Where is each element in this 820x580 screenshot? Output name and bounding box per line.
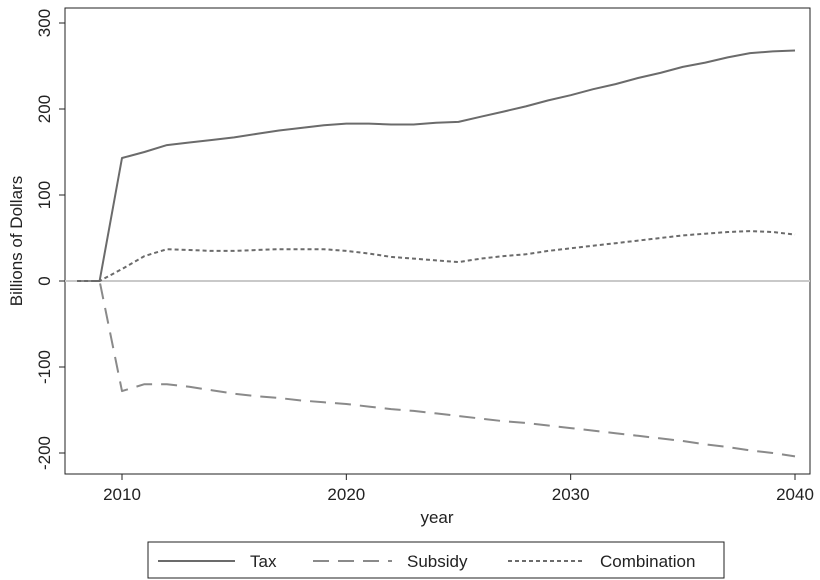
x-tick-label: 2030 xyxy=(552,485,590,504)
x-axis-title: year xyxy=(420,508,453,527)
y-axis: -200 -100 0 100 200 300 xyxy=(35,9,65,470)
y-tick-label: -200 xyxy=(35,436,54,470)
plot-frame xyxy=(64,7,811,475)
legend-label-subsidy: Subsidy xyxy=(407,552,468,571)
legend-label-tax: Tax xyxy=(250,552,277,571)
series-line-combination xyxy=(77,230,796,282)
x-tick-label: 2040 xyxy=(776,485,814,504)
series-layer xyxy=(77,49,796,458)
y-tick-label: 300 xyxy=(35,9,54,37)
x-tick-label: 2020 xyxy=(327,485,365,504)
legend-label-combination: Combination xyxy=(600,552,695,571)
y-tick-label: 100 xyxy=(35,181,54,209)
legend-box xyxy=(147,541,725,579)
x-tick-label: 2010 xyxy=(103,485,141,504)
y-axis-title: Billions of Dollars xyxy=(7,176,26,306)
series-line-subsidy xyxy=(77,280,796,458)
x-axis: 2010 2020 2030 2040 xyxy=(103,474,814,504)
y-tick-label: 200 xyxy=(35,95,54,123)
series-line-tax xyxy=(77,49,796,282)
legend: Tax Subsidy Combination xyxy=(147,541,725,579)
y-tick-label: 0 xyxy=(35,276,54,285)
y-tick-label: -100 xyxy=(35,350,54,384)
